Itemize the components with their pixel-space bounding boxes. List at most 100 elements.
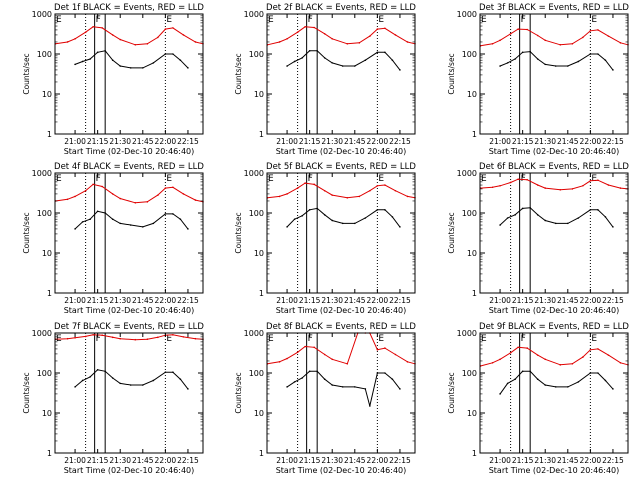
x-tick-label: 21:45: [344, 296, 366, 305]
x-tick-label: 21:45: [132, 456, 154, 465]
data-point-lld: [406, 195, 409, 198]
data-point-lld: [66, 198, 69, 201]
data-point-lld: [278, 195, 281, 198]
data-point-events: [353, 222, 356, 225]
x-tick-label: 22:15: [389, 137, 411, 146]
data-point-events: [499, 65, 501, 67]
data-point-events: [301, 57, 303, 59]
data-point-lld: [491, 361, 494, 364]
data-point-lld: [323, 353, 326, 356]
x-axis-label: Start Time (02-Dec-10 20:46:40): [276, 147, 407, 156]
data-point-lld: [394, 353, 397, 356]
data-point-events: [376, 51, 379, 54]
x-axis-label: Start Time (02-Dec-10 20:46:40): [64, 466, 195, 475]
data-point-lld: [582, 36, 584, 39]
data-point-lld: [369, 35, 371, 37]
x-tick-label: 22:15: [602, 137, 624, 146]
data-point-events: [376, 372, 379, 374]
data-point-lld: [571, 362, 574, 365]
data-point-events: [391, 59, 394, 61]
x-tick-label: 21:00: [64, 456, 86, 465]
data-point-events: [286, 386, 288, 388]
x-tick-label: 22:15: [602, 456, 624, 465]
data-point-events: [316, 207, 318, 210]
data-point-events: [111, 377, 114, 379]
data-point-lld: [619, 187, 622, 189]
data-point-events: [554, 386, 557, 388]
x-tick-label: 21:30: [109, 137, 131, 146]
data-point-lld: [119, 197, 122, 200]
data-point-lld: [394, 34, 397, 36]
data-point-events: [506, 62, 509, 64]
x-tick-label: 21:30: [534, 137, 556, 146]
data-point-events: [89, 218, 91, 220]
x-tick-label: 22:00: [155, 137, 177, 146]
data-point-events: [577, 381, 580, 383]
data-point-events: [554, 222, 557, 225]
data-point-events: [529, 50, 531, 53]
y-axis-label: Counts/sec: [447, 372, 456, 413]
x-tick-label: 22:15: [177, 137, 199, 146]
y-tick-label: 1: [259, 449, 264, 458]
y-tick-label: 100: [249, 369, 264, 378]
data-point-events: [369, 405, 371, 407]
data-point-events: [544, 219, 547, 222]
x-tick-label: 21:00: [276, 137, 298, 146]
marker-label: F: [96, 174, 101, 184]
data-point-lld: [182, 193, 185, 195]
marker-label: E: [268, 15, 274, 25]
data-point-events: [521, 370, 524, 373]
data-point-events: [577, 217, 580, 219]
marker-label: F: [96, 334, 101, 344]
data-point-events: [544, 63, 547, 66]
data-point-lld: [286, 37, 288, 40]
x-tick-label: 21:30: [321, 456, 343, 465]
marker-label: E: [378, 334, 384, 344]
data-point-lld: [84, 189, 87, 192]
plot-frame: [266, 172, 416, 294]
data-point-events: [119, 382, 122, 385]
x-tick-label: 22:00: [580, 296, 602, 305]
data-point-events: [104, 50, 106, 52]
x-tick-label: 21:30: [534, 456, 556, 465]
panel-det-9: Det 9f BLACK = Events, RED = LLD E F E 1 10 10…: [447, 322, 629, 475]
y-tick-label: 1: [47, 130, 52, 139]
marker-label: F: [308, 174, 313, 184]
data-point-events: [514, 58, 516, 60]
data-point-events: [172, 213, 174, 215]
data-point-events: [141, 384, 144, 386]
panel-title: Det 6f BLACK = Events, RED = LLD: [479, 162, 629, 172]
data-point-lld: [296, 351, 299, 354]
y-axis-label: Counts/sec: [22, 212, 31, 253]
x-tick-label: 22:15: [602, 296, 624, 305]
series-lld: [267, 182, 416, 199]
data-point-events: [172, 371, 174, 373]
data-point-events: [141, 226, 144, 228]
x-tick-label: 21:15: [87, 137, 109, 146]
data-point-lld: [358, 195, 361, 198]
marker-label: E: [166, 15, 172, 25]
panel-det-2: Det 2f BLACK = Events, RED = LLD E F E 1 10 10…: [234, 3, 416, 156]
y-tick-label: 10: [254, 90, 264, 99]
x-tick-label: 21:15: [87, 456, 109, 465]
data-point-lld: [376, 349, 379, 351]
data-point-lld: [607, 35, 610, 37]
data-point-lld: [304, 182, 306, 184]
data-point-events: [129, 224, 132, 226]
series-events: [499, 207, 614, 228]
data-point-lld: [286, 193, 288, 195]
x-axis-label: Start Time (02-Dec-10 20:46:40): [276, 306, 407, 315]
marker-label: F: [521, 15, 526, 25]
data-point-lld: [536, 34, 539, 37]
data-point-events: [384, 51, 386, 54]
data-point-lld: [358, 42, 361, 44]
marker-label: E: [591, 174, 597, 184]
panel-title: Det 7f BLACK = Events, RED = LLD: [54, 322, 204, 332]
data-point-lld: [111, 193, 114, 195]
data-point-lld: [582, 356, 584, 358]
plot-frame: [54, 172, 204, 294]
y-tick-label: 1000: [457, 10, 477, 19]
y-tick-label: 100: [462, 50, 477, 59]
data-point-lld: [346, 42, 349, 45]
data-point-events: [376, 209, 379, 211]
